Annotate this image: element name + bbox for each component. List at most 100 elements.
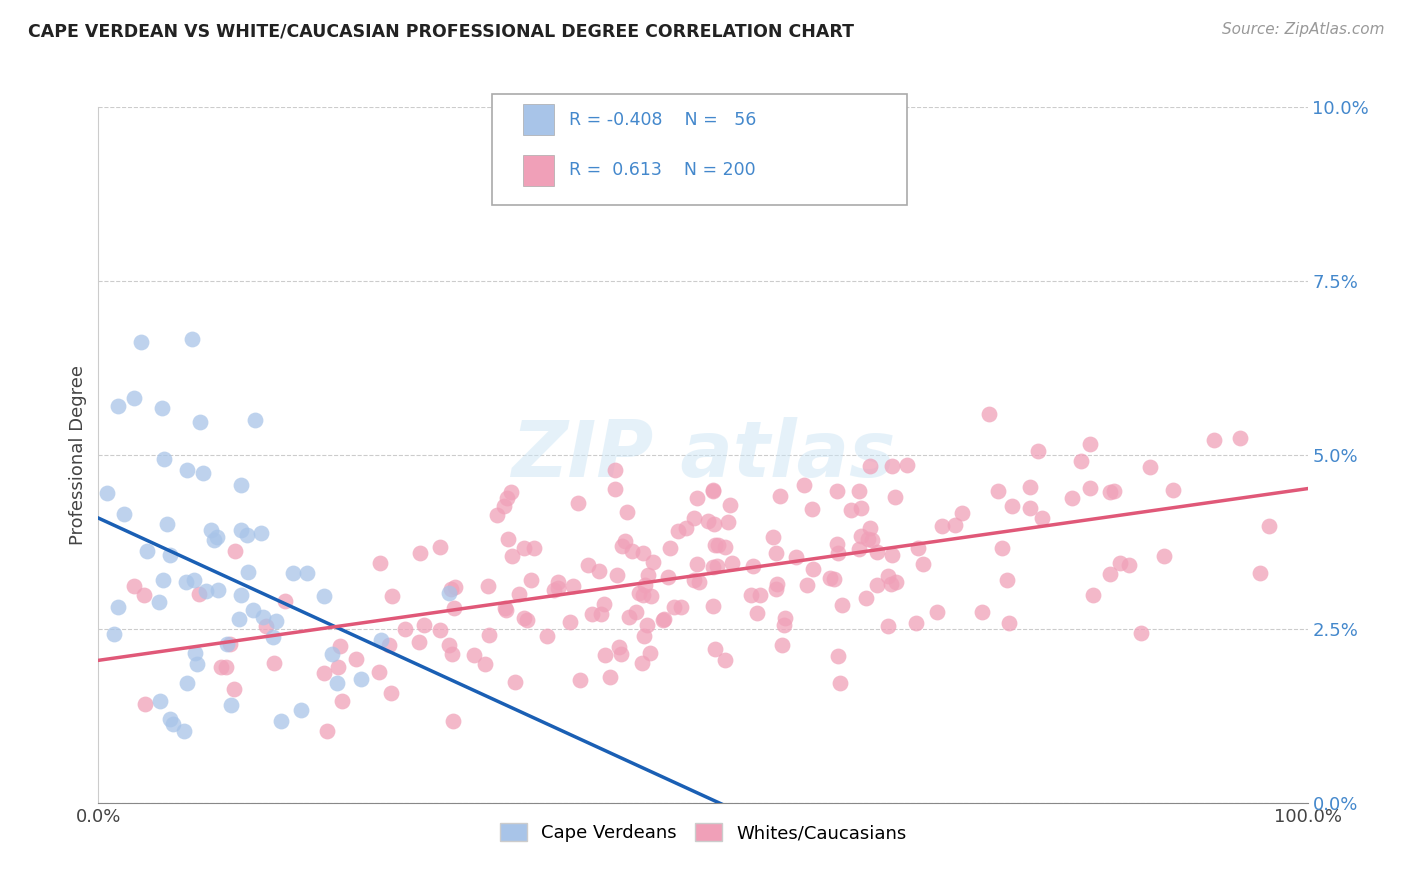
Point — [159, 712, 181, 726]
Point — [236, 565, 259, 579]
Point — [703, 517, 725, 532]
Point — [437, 638, 460, 652]
Point — [995, 573, 1018, 587]
Point — [631, 656, 654, 670]
Point — [707, 538, 730, 552]
Point — [905, 615, 928, 630]
Point — [607, 640, 630, 654]
Point — [150, 401, 173, 416]
Point — [593, 597, 616, 611]
Point — [200, 523, 222, 537]
Point — [717, 515, 740, 529]
Point — [610, 540, 633, 554]
Point — [270, 714, 292, 729]
Point — [252, 610, 274, 624]
Point — [367, 665, 389, 680]
Point — [112, 507, 135, 521]
Point — [1031, 511, 1053, 525]
Point — [183, 573, 205, 587]
Point — [444, 580, 467, 594]
Point — [217, 637, 239, 651]
Point — [148, 594, 170, 608]
Point — [773, 617, 796, 632]
Point — [496, 491, 519, 505]
Point — [880, 548, 903, 562]
Point — [505, 674, 527, 689]
Point — [702, 560, 724, 574]
Point — [547, 575, 569, 590]
Point — [522, 541, 544, 556]
Point — [616, 505, 638, 519]
Point — [231, 524, 253, 538]
Point — [516, 613, 538, 627]
Point — [122, 579, 145, 593]
Point — [250, 525, 273, 540]
Point — [785, 550, 807, 565]
Point — [1099, 484, 1122, 499]
Point — [603, 463, 626, 477]
Point — [441, 648, 464, 662]
Point — [513, 611, 536, 625]
Point — [474, 657, 496, 671]
Point — [429, 540, 451, 554]
Point — [1153, 549, 1175, 563]
Point — [619, 610, 641, 624]
Point — [536, 629, 558, 643]
Point — [152, 573, 174, 587]
Point — [1000, 499, 1022, 513]
Point — [1078, 437, 1101, 451]
Point — [329, 640, 352, 654]
Point — [312, 589, 335, 603]
Point — [624, 606, 647, 620]
Point — [589, 607, 612, 621]
Point — [614, 534, 637, 549]
Point — [214, 659, 236, 673]
Point — [773, 611, 796, 625]
Point — [122, 391, 145, 405]
Legend: Cape Verdeans, Whites/Caucasians: Cape Verdeans, Whites/Caucasians — [492, 815, 914, 849]
Point — [1018, 501, 1040, 516]
Point — [896, 458, 918, 472]
Point — [1163, 483, 1185, 498]
Point — [1028, 443, 1050, 458]
Point — [202, 533, 225, 548]
Point — [412, 617, 434, 632]
Point — [478, 628, 501, 642]
Point — [943, 517, 966, 532]
Point — [1118, 558, 1140, 572]
Point — [987, 483, 1010, 498]
Point — [882, 459, 904, 474]
Point — [159, 549, 181, 563]
Point — [742, 559, 765, 574]
Point — [408, 634, 430, 648]
Point — [603, 482, 626, 496]
Point — [696, 514, 718, 528]
Point — [740, 588, 762, 602]
Point — [262, 630, 284, 644]
Point — [769, 489, 792, 503]
Text: Source: ZipAtlas.com: Source: ZipAtlas.com — [1222, 22, 1385, 37]
Point — [242, 602, 264, 616]
Point — [796, 578, 818, 592]
Point — [702, 483, 724, 497]
Point — [1062, 491, 1084, 505]
Point — [662, 599, 685, 614]
Point — [254, 619, 277, 633]
Point — [633, 629, 655, 643]
Point — [263, 656, 285, 670]
Point — [568, 673, 591, 687]
Point — [801, 562, 824, 576]
Point — [156, 517, 179, 532]
Point — [429, 623, 451, 637]
Point — [184, 647, 207, 661]
Point — [312, 665, 335, 680]
Point — [979, 407, 1001, 421]
Point — [683, 511, 706, 525]
Point — [380, 686, 402, 700]
Point — [513, 541, 536, 555]
Point — [129, 334, 152, 349]
Point — [865, 578, 887, 592]
Point — [344, 652, 367, 666]
Point — [236, 528, 259, 542]
Point — [218, 636, 240, 650]
